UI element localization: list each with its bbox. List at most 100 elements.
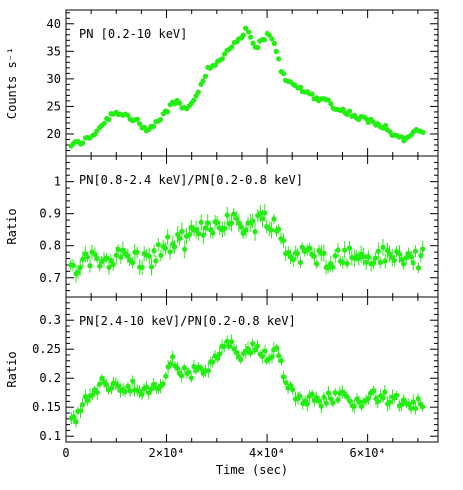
x-tick-label: 0 — [62, 446, 69, 460]
data-point — [205, 368, 211, 374]
data-point — [271, 216, 277, 222]
data-point — [245, 345, 251, 352]
data-point — [408, 254, 414, 260]
data-point — [125, 383, 131, 389]
data-point — [77, 264, 83, 271]
data-point — [200, 232, 206, 238]
data-point — [84, 397, 91, 403]
data-point — [182, 246, 188, 252]
data-point — [330, 264, 336, 270]
data-point — [382, 389, 388, 395]
data-point — [150, 123, 157, 130]
data-point — [115, 246, 121, 252]
data-point — [283, 380, 289, 386]
data-point — [330, 400, 336, 406]
data-point — [151, 248, 157, 254]
panel-label: PN[2.4-10 keV]/PN[0.2-0.8 keV] — [79, 314, 296, 328]
data-point — [335, 397, 341, 403]
data-point — [412, 405, 419, 412]
data-point — [375, 399, 381, 405]
y-tick-label: 30 — [47, 72, 61, 86]
data-point — [314, 261, 320, 267]
data-point — [89, 392, 96, 398]
data-point — [209, 359, 216, 365]
data-point — [222, 225, 228, 231]
data-point — [224, 338, 230, 345]
data-point — [224, 212, 230, 218]
data-point — [276, 352, 282, 359]
data-point — [174, 365, 181, 371]
data-point — [97, 381, 103, 387]
y-tick-label: 1 — [54, 175, 61, 189]
data-point — [94, 255, 100, 262]
data-point — [221, 51, 228, 57]
y-tick-label: 0.8 — [39, 239, 61, 253]
data-series — [68, 334, 426, 428]
data-point — [346, 245, 353, 251]
data-point — [103, 381, 109, 388]
y-tick-label: 25 — [47, 99, 61, 113]
data-point — [269, 36, 275, 42]
data-point — [106, 116, 112, 123]
data-point — [281, 71, 287, 77]
data-point — [280, 237, 287, 244]
data-point — [134, 116, 141, 122]
data-point — [365, 395, 371, 402]
data-point — [181, 365, 187, 371]
x-tick-label: 6×10⁴ — [350, 446, 386, 460]
data-point — [162, 245, 169, 251]
data-point — [110, 261, 116, 268]
data-point — [380, 395, 386, 401]
data-point — [226, 343, 232, 349]
data-point — [262, 210, 268, 216]
data-point — [97, 263, 103, 269]
data-series — [68, 204, 426, 283]
data-point — [80, 140, 86, 146]
data-point — [228, 339, 235, 345]
y-tick-label: 0.25 — [32, 342, 61, 356]
data-point — [248, 34, 254, 40]
data-point — [92, 251, 98, 257]
data-point — [311, 253, 317, 259]
data-point — [347, 398, 353, 404]
data-point — [71, 414, 77, 420]
data-point — [344, 261, 350, 267]
data-point — [233, 349, 239, 355]
data-point — [101, 120, 107, 126]
data-point — [285, 249, 291, 256]
data-point — [240, 32, 246, 38]
data-point — [77, 408, 84, 414]
data-point — [130, 378, 136, 384]
data-point — [356, 399, 362, 405]
data-point — [158, 252, 164, 259]
data-point — [294, 250, 301, 256]
y-tick-label: 0.15 — [32, 400, 61, 414]
data-point — [236, 220, 242, 226]
data-point — [70, 262, 76, 268]
data-point — [420, 404, 426, 410]
data-point — [122, 388, 128, 395]
data-point — [399, 134, 405, 140]
data-point — [80, 256, 86, 262]
data-point — [394, 392, 400, 398]
data-point — [273, 48, 279, 54]
data-point — [113, 252, 119, 258]
data-point — [115, 383, 121, 389]
data-point — [307, 245, 313, 251]
data-point — [87, 263, 93, 269]
data-point — [325, 390, 332, 396]
y-tick-label: 20 — [47, 127, 61, 141]
data-point — [299, 244, 305, 250]
data-point — [250, 340, 256, 347]
data-point — [139, 264, 145, 271]
data-point — [238, 356, 244, 363]
y-tick-label: 0.9 — [39, 207, 61, 221]
data-point — [125, 253, 131, 259]
y-tick-label: 35 — [47, 44, 61, 58]
y-axis-title: Counts s⁻¹ — [5, 47, 19, 119]
data-point — [191, 97, 197, 103]
data-point — [214, 220, 220, 226]
data-point — [146, 390, 152, 396]
data-point — [262, 348, 268, 354]
